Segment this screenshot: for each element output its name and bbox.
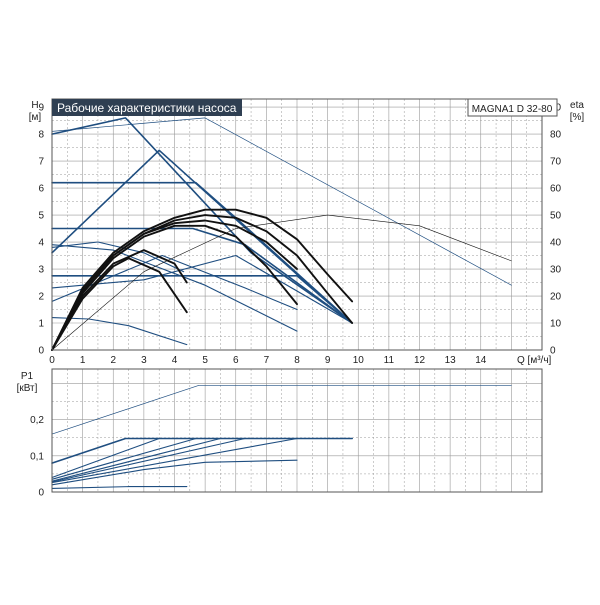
curve-power-4 <box>51 437 353 480</box>
power-y-tick-label: 0,2 <box>30 415 44 426</box>
curve-head-11 <box>51 117 512 286</box>
curve-power-6 <box>51 437 353 483</box>
head-panel-grid <box>51 99 543 351</box>
head-y-tick-label: 8 <box>38 130 44 141</box>
curve-power-8 <box>51 459 298 486</box>
curve-power-2 <box>51 437 353 464</box>
flow-tick-label: 8 <box>294 355 300 366</box>
head-panel-curves <box>51 117 512 351</box>
y-axis-label-right: eta <box>570 100 584 111</box>
head-y-tick-label: 2 <box>38 292 44 303</box>
eta-tick-label: 10 <box>550 319 562 330</box>
flow-tick-label: 4 <box>172 355 178 366</box>
model-box <box>467 98 558 117</box>
eta-tick-label: 0 <box>550 346 556 357</box>
head-y-tick-label: 3 <box>38 265 44 276</box>
curve-head-12 <box>51 208 354 351</box>
curve-head-5 <box>51 275 353 324</box>
head-y-tick-label: 0 <box>38 346 44 357</box>
curve-head-8 <box>51 244 298 332</box>
curve-head-9 <box>51 254 298 311</box>
head-y-tick-label: 6 <box>38 184 44 195</box>
curve-head-3 <box>51 181 353 324</box>
head-y-tick-label: 5 <box>38 211 44 222</box>
model-label: MAGNA1 D 32-80 <box>472 104 553 115</box>
curve-head-15 <box>51 224 298 351</box>
flow-tick-label: 14 <box>475 355 487 366</box>
head-y-tick-label: 9 <box>38 103 44 114</box>
curve-power-9 <box>51 486 188 489</box>
eta-tick-label: 20 <box>550 292 562 303</box>
flow-tick-label: 5 <box>202 355 208 366</box>
y-axis-unit-right: [%] <box>570 112 585 123</box>
x-axis-label: Q [м³/ч] <box>517 355 552 366</box>
curve-head-14 <box>51 219 298 351</box>
eta-tick-label: 80 <box>550 130 562 141</box>
head-y-tick-label: 7 <box>38 157 44 168</box>
curve-head-16 <box>51 249 188 351</box>
eta-tick-label: 60 <box>550 184 562 195</box>
power-panel-curves <box>51 384 512 489</box>
flow-tick-label: 3 <box>141 355 147 366</box>
power-axis-label: P1 <box>21 371 34 382</box>
power-frame-rect <box>51 368 543 493</box>
head-panel-frame <box>51 98 543 351</box>
curve-power-7 <box>51 437 353 484</box>
flow-tick-label: 6 <box>233 355 239 366</box>
power-y-tick-label: 0,1 <box>30 451 44 462</box>
tick-labels: 0123456789010203040506070809001234567891… <box>30 103 561 499</box>
flow-tick-label: 1 <box>80 355 86 366</box>
eta-tick-label: 40 <box>550 238 562 249</box>
flow-tick-label: 11 <box>384 355 395 366</box>
curve-power-1 <box>51 384 512 435</box>
flow-tick-label: 0 <box>49 355 55 366</box>
y-axis-unit-left: [м] <box>29 112 42 123</box>
flow-tick-label: 10 <box>353 355 365 366</box>
flow-tick-label: 12 <box>414 355 426 366</box>
head-frame-rect <box>51 98 543 351</box>
eta-tick-label: 30 <box>550 265 562 276</box>
flow-tick-label: 2 <box>110 355 116 366</box>
flow-tick-label: 13 <box>445 355 457 366</box>
chart-title: Рабочие характеристики насоса <box>57 101 237 115</box>
curve-head-1 <box>51 117 353 324</box>
eta-tick-label: 50 <box>550 211 562 222</box>
head-y-tick-label: 4 <box>38 238 44 249</box>
head-y-tick-label: 1 <box>38 319 44 330</box>
y-axis-label-left: H <box>31 100 38 111</box>
curve-head-17 <box>51 257 188 351</box>
eta-tick-label: 70 <box>550 157 562 168</box>
curve-head-7 <box>51 317 188 346</box>
title-background <box>52 99 242 116</box>
flow-tick-label: 9 <box>325 355 331 366</box>
power-y-tick-label: 0 <box>38 488 44 499</box>
flow-tick-label: 7 <box>264 355 270 366</box>
curve-head-18 <box>51 214 512 351</box>
power-axis-unit: [кВт] <box>17 383 38 394</box>
power-panel-frame <box>51 368 543 493</box>
power-panel-grid <box>51 369 543 493</box>
